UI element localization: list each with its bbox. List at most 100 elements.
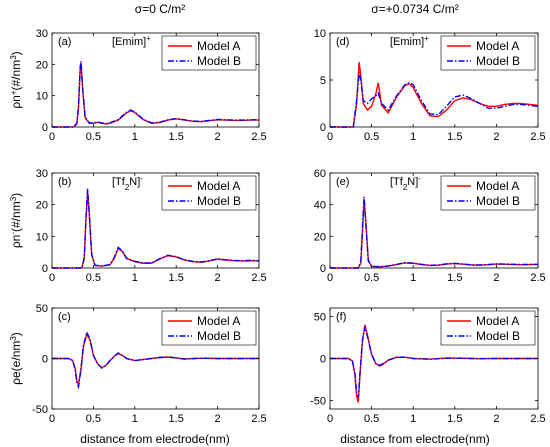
x-tick-label: 0.5 [364, 272, 379, 284]
series-line-model-b [52, 188, 260, 269]
legend-box [440, 175, 536, 211]
x-tick-label: 2.5 [530, 413, 545, 425]
y-tick-label: 0 [320, 354, 326, 366]
x-tick-label: 0.5 [364, 413, 379, 425]
y-tick-label: 0 [42, 122, 48, 134]
x-tick-label: 1.5 [447, 131, 462, 143]
y-tick-label: 40 [314, 200, 326, 212]
panel-label: (c) [58, 311, 71, 323]
legend-label-model-a: Model A [197, 179, 240, 193]
y-axis-label: ρn+(#/nm3) [9, 51, 24, 108]
y-tick-label: 0 [42, 263, 48, 275]
legend-box [161, 175, 257, 211]
x-tick-label: 0 [327, 413, 333, 425]
y-tick-label: 20 [314, 231, 326, 243]
panel-label: (a) [58, 36, 71, 48]
x-tick-label: 1 [132, 131, 138, 143]
species-label: [Tf2N]- [390, 174, 421, 192]
legend-label-model-b: Model B [197, 329, 241, 343]
column-title-right: σ=+0.0734 C/m² [371, 2, 458, 16]
x-tick-label: 1.5 [447, 413, 462, 425]
x-tick-label: 0.5 [364, 131, 379, 143]
x-tick-label: 0 [327, 131, 333, 143]
x-tick-label: 1.5 [169, 413, 184, 425]
series-line-model-b [52, 330, 259, 390]
x-tick-label: 1 [410, 131, 416, 143]
x-tick-label: 1 [410, 413, 416, 425]
x-tick-label: 2.5 [251, 272, 266, 284]
y-tick-label: 0 [42, 354, 48, 366]
legend-label-model-b: Model B [476, 194, 520, 208]
legend-label-model-a: Model A [197, 39, 240, 53]
panel-a: 0 0.5 1 1.5 2 2.5 0 10 20 30 (a) [Emim]+ ρn+(#/nm3) M… [9, 28, 267, 143]
x-tick-label: 1 [132, 413, 138, 425]
legend-box [440, 35, 536, 71]
x-tick-label: 2 [215, 413, 221, 425]
plot-area-a [51, 32, 260, 128]
y-tick-label: 20 [36, 200, 48, 212]
y-axis-label: ρn-(#/nm3) [9, 193, 24, 248]
series-line-model-a [330, 62, 539, 128]
y-tick-label: 50 [314, 311, 326, 323]
y-tick-label: 5 [320, 75, 326, 87]
x-tick-label: 2 [493, 413, 499, 425]
x-tick-label: 0 [49, 131, 55, 143]
panel-label: (b) [58, 176, 71, 188]
x-tick-label: 2.5 [251, 131, 266, 143]
y-tick-label: -50 [32, 404, 48, 416]
legend-label-model-a: Model A [476, 39, 519, 53]
legend-label-model-b: Model B [197, 54, 241, 68]
species-label: [Tf2N]- [112, 174, 143, 192]
y-tick-label: 50 [36, 303, 48, 315]
x-tick-label: 0.5 [86, 413, 101, 425]
series-line-model-a [330, 324, 538, 403]
legend-label-model-a: Model A [197, 314, 240, 328]
y-tick-label: 30 [36, 28, 48, 40]
legend-label-model-b: Model B [476, 329, 520, 343]
legend-box [440, 310, 536, 346]
y-tick-label: -50 [310, 396, 326, 408]
panel-label: (f) [336, 311, 346, 323]
x-axis-label-right: distance from electrode(nm) [340, 432, 489, 446]
legend-box [161, 310, 257, 346]
x-tick-label: 1 [410, 272, 416, 284]
y-tick-label: 20 [36, 59, 48, 71]
plot-area-e [329, 172, 539, 269]
x-tick-label: 0 [327, 272, 333, 284]
y-tick-label: 10 [314, 28, 326, 40]
legend-label-model-b: Model B [476, 54, 520, 68]
legend-label-model-a: Model A [476, 314, 519, 328]
x-tick-label: 2 [493, 131, 499, 143]
x-tick-label: 0 [49, 272, 55, 284]
x-tick-label: 0.5 [86, 272, 101, 284]
species-label: [Emim]+ [112, 34, 151, 49]
x-tick-label: 2.5 [530, 272, 545, 284]
y-axis-label: ρe(e/nm3) [9, 332, 24, 385]
series-line-model-b [330, 326, 538, 398]
x-tick-label: 1.5 [447, 272, 462, 284]
y-tick-label: 10 [36, 91, 48, 103]
species-label: [Emim]+ [390, 34, 429, 49]
plot-area-b [51, 172, 260, 269]
x-tick-label: 0 [49, 413, 55, 425]
x-tick-label: 1.5 [169, 272, 184, 284]
panel-e: 0 0.5 1 1.5 2 2.5 0 20 40 60 (e) [Tf2N]- Model AMode… [314, 168, 546, 284]
series-line-model-b [330, 196, 538, 269]
legend-label-model-b: Model B [197, 194, 241, 208]
y-tick-label: 0 [320, 122, 326, 134]
legend-box [161, 35, 257, 71]
series-line-model-b [52, 61, 259, 128]
panel-label: (e) [336, 176, 349, 188]
series-line-model-b [330, 72, 539, 128]
